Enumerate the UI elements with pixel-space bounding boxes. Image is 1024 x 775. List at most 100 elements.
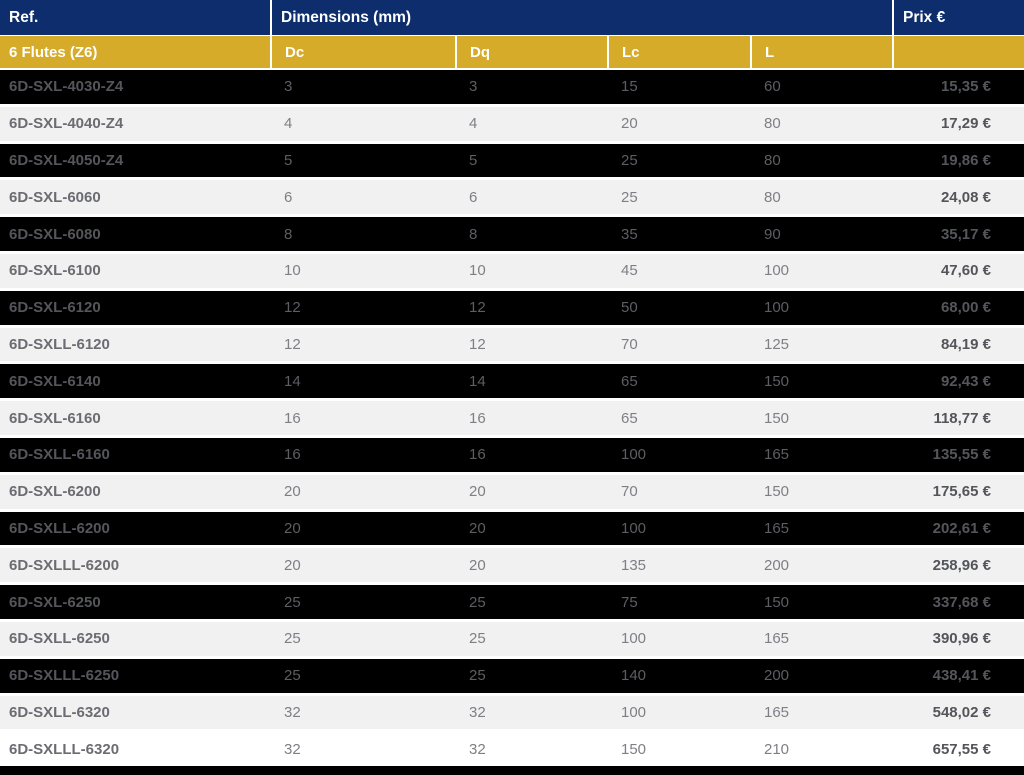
- price-cell: 135,55 €: [932, 446, 991, 464]
- table-row: 6D-SXLL-6200 20 20 100 165 202,61 €: [0, 511, 1024, 549]
- l-cell: 165: [764, 446, 790, 464]
- table-row: 6D-SXLL-6120 12 12 70 125 84,19 €: [0, 327, 1024, 365]
- dq-cell: 10: [469, 262, 486, 280]
- ref-cell: 6D-SXLLL-6320: [9, 740, 120, 758]
- ref-cell: 6D-SXL-6060: [9, 188, 101, 206]
- bottom-bar: [0, 766, 1024, 775]
- ref-cell: 6D-SXLL-6160: [9, 446, 110, 464]
- lc-cell: 150: [621, 740, 647, 758]
- dq-cell: 14: [469, 372, 486, 390]
- price-cell: 438,41 €: [932, 667, 991, 685]
- table-row: 6D-SXL-6140 14 14 65 150 92,43 €: [0, 364, 1024, 402]
- dc-cell: 32: [284, 703, 301, 721]
- ref-cell: 6D-SXL-6250: [9, 593, 101, 611]
- l-cell: 165: [764, 703, 790, 721]
- table-row: 6D-SXLLL-6200 20 20 135 200 258,96 €: [0, 548, 1024, 586]
- table-subheader-row: 6 Flutes (Z6) Dc Dq Lc L: [0, 36, 1024, 70]
- subheader-dq: Dq: [455, 36, 607, 68]
- header-price: Prix €: [892, 0, 1024, 35]
- l-cell: 80: [764, 115, 781, 133]
- lc-cell: 70: [621, 335, 638, 353]
- dq-cell: 8: [469, 225, 478, 243]
- table-row: 6D-SXL-4040-Z4 4 4 20 80 17,29 €: [0, 106, 1024, 144]
- table-row: 6D-SXL-6080 8 8 35 90 35,17 €: [0, 217, 1024, 254]
- dq-cell: 12: [469, 335, 486, 353]
- table-row: 6D-SXLL-6160 16 16 100 165 135,55 €: [0, 437, 1024, 475]
- price-cell: 17,29 €: [940, 115, 991, 133]
- l-cell: 165: [764, 630, 790, 648]
- lc-cell: 65: [621, 409, 638, 427]
- dc-cell: 5: [284, 151, 293, 169]
- price-cell: 15,35 €: [940, 78, 991, 96]
- ref-cell: 6D-SXLL-6250: [9, 630, 110, 648]
- l-cell: 60: [764, 78, 781, 96]
- ref-cell: 6D-SXL-6080: [9, 225, 101, 243]
- table-row: 6D-SXLLL-6320 32 32 150 210 657,55 €: [0, 732, 1024, 767]
- l-cell: 150: [764, 593, 790, 611]
- table-row: 6D-SXL-6250 25 25 75 150 337,68 €: [0, 585, 1024, 622]
- lc-cell: 100: [621, 630, 647, 648]
- l-cell: 200: [764, 667, 790, 685]
- dq-cell: 25: [469, 593, 486, 611]
- l-cell: 200: [764, 556, 790, 574]
- l-cell: 90: [764, 225, 781, 243]
- dq-cell: 5: [469, 151, 478, 169]
- price-cell: 202,61 €: [932, 519, 991, 537]
- header-dimensions: Dimensions (mm): [270, 0, 892, 35]
- l-cell: 125: [764, 335, 790, 353]
- dc-cell: 6: [284, 188, 293, 206]
- dc-cell: 20: [284, 519, 301, 537]
- dq-cell: 32: [469, 740, 486, 758]
- price-cell: 258,96 €: [932, 556, 991, 574]
- table-row: 6D-SXL-6160 16 16 65 150 118,77 €: [0, 401, 1024, 438]
- dc-cell: 25: [284, 630, 301, 648]
- dq-cell: 3: [469, 78, 478, 96]
- lc-cell: 50: [621, 299, 638, 317]
- table-row: 6D-SXL-4030-Z4 3 3 15 60 15,35 €: [0, 70, 1024, 107]
- dq-cell: 12: [469, 299, 486, 317]
- price-cell: 68,00 €: [940, 299, 991, 317]
- price-cell: 92,43 €: [940, 372, 991, 390]
- ref-cell: 6D-SXL-6140: [9, 372, 101, 390]
- subheader-group: 6 Flutes (Z6): [9, 43, 98, 61]
- dq-cell: 16: [469, 409, 486, 427]
- price-cell: 84,19 €: [940, 335, 991, 353]
- dq-cell: 20: [469, 556, 486, 574]
- ref-cell: 6D-SXLL-6320: [9, 703, 110, 721]
- price-cell: 390,96 €: [932, 630, 991, 648]
- header-ref: Ref.: [9, 8, 39, 26]
- l-cell: 100: [764, 262, 790, 280]
- lc-cell: 45: [621, 262, 638, 280]
- dc-cell: 14: [284, 372, 301, 390]
- dq-cell: 4: [469, 115, 478, 133]
- price-cell: 35,17 €: [940, 225, 991, 243]
- subheader-dc: Dc: [270, 36, 455, 68]
- table-row: 6D-SXL-6060 6 6 25 80 24,08 €: [0, 180, 1024, 218]
- ref-cell: 6D-SXLL-6200: [9, 519, 110, 537]
- table-row: 6D-SXL-6120 12 12 50 100 68,00 €: [0, 290, 1024, 328]
- dc-cell: 16: [284, 446, 301, 464]
- price-cell: 175,65 €: [932, 483, 991, 501]
- ref-cell: 6D-SXL-6120: [9, 299, 101, 317]
- dc-cell: 16: [284, 409, 301, 427]
- lc-cell: 65: [621, 372, 638, 390]
- l-cell: 150: [764, 483, 790, 501]
- lc-cell: 100: [621, 703, 647, 721]
- table-row: 6D-SXL-6200 20 20 70 150 175,65 €: [0, 474, 1024, 512]
- dc-cell: 12: [284, 335, 301, 353]
- table-row: 6D-SXLL-6320 32 32 100 165 548,02 €: [0, 695, 1024, 733]
- lc-cell: 140: [621, 667, 647, 685]
- price-cell: 548,02 €: [932, 703, 991, 721]
- table-row: 6D-SXLL-6250 25 25 100 165 390,96 €: [0, 621, 1024, 659]
- dq-cell: 6: [469, 188, 478, 206]
- ref-cell: 6D-SXL-4050-Z4: [9, 151, 124, 169]
- dq-cell: 20: [469, 483, 486, 501]
- price-cell: 118,77 €: [933, 409, 991, 427]
- dc-cell: 20: [284, 483, 301, 501]
- dc-cell: 10: [284, 262, 301, 280]
- subheader-lc: Lc: [607, 36, 750, 68]
- dc-cell: 32: [284, 740, 301, 758]
- table-row: 6D-SXL-6100 10 10 45 100 47,60 €: [0, 253, 1024, 291]
- lc-cell: 25: [621, 188, 638, 206]
- table-row: 6D-SXLLL-6250 25 25 140 200 438,41 €: [0, 658, 1024, 696]
